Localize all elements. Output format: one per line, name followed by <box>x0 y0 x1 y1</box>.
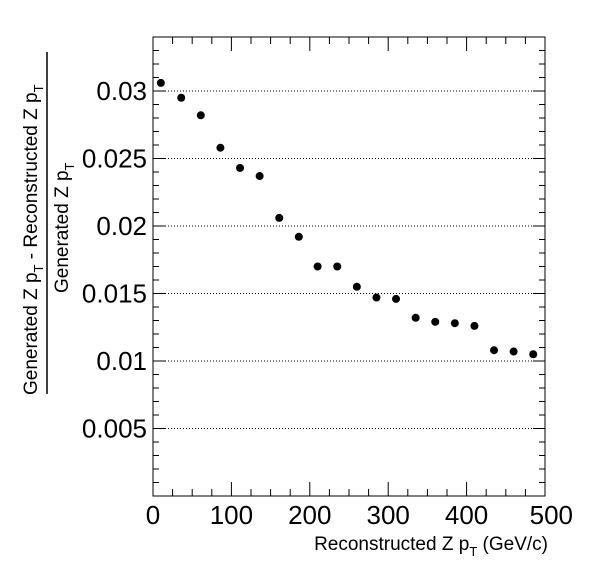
x-axis: 0 100 200 300 400 500 <box>146 37 573 530</box>
y-tick-label: 0.01 <box>96 346 147 376</box>
x-tick-label: 500 <box>530 500 573 530</box>
data-point <box>216 143 225 152</box>
data-point <box>352 282 361 291</box>
y-tick-label: 0.025 <box>82 144 147 174</box>
data-point <box>431 317 440 326</box>
data-point <box>450 319 459 328</box>
data-point <box>372 293 381 302</box>
data-point <box>529 350 538 359</box>
y-axis-title-denominator: Generated Z pT <box>52 162 77 293</box>
data-point <box>313 262 322 271</box>
data-point <box>196 111 205 120</box>
data-points <box>156 78 538 359</box>
data-point <box>236 163 245 172</box>
y-tick-label: 0.005 <box>82 414 147 444</box>
y-tick-label: 0.02 <box>96 211 147 241</box>
y-tick-label: 0.03 <box>96 76 147 106</box>
x-tick-label: 200 <box>288 500 331 530</box>
grid-lines <box>153 90 545 429</box>
y-axis: 0.005 0.01 0.015 0.02 0.025 0.03 <box>82 36 545 497</box>
data-point <box>411 313 420 322</box>
x-axis-title: Reconstructed Z pT (GeV/c) <box>314 534 548 559</box>
y-axis-title-numerator: Generated Z pT - Reconstructed Z pT <box>21 84 46 395</box>
data-point <box>333 262 342 271</box>
y-tick-label: 0.015 <box>82 279 147 309</box>
y-axis-title: Generated Z pT - Reconstructed Z pT Gene… <box>21 52 77 395</box>
data-point <box>275 213 284 222</box>
data-point <box>255 172 264 181</box>
data-point <box>156 78 165 87</box>
data-point <box>509 347 518 356</box>
x-tick-label: 0 <box>146 500 160 530</box>
x-tick-label: 300 <box>367 500 410 530</box>
x-tick-label: 100 <box>210 500 253 530</box>
data-point <box>490 346 499 355</box>
x-tick-label: 400 <box>445 500 488 530</box>
data-point <box>177 93 186 102</box>
plot-frame <box>152 36 546 497</box>
data-point <box>294 232 303 241</box>
data-point <box>470 321 479 330</box>
data-point <box>392 294 401 303</box>
